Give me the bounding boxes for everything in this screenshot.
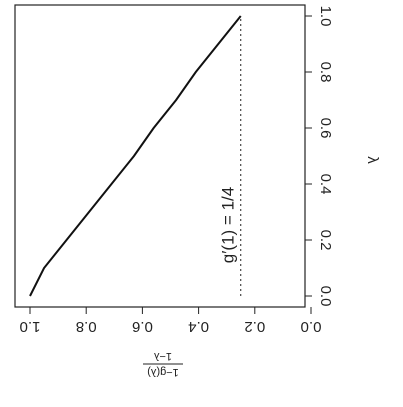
x-tick-label: 0.8 [317,62,334,83]
x-tick-label: 0.2 [317,230,334,251]
y-axis-label: 1−g(λ) [147,366,179,378]
y-axis-label: 1−λ [153,350,172,362]
x-tick-label: 0.0 [317,286,334,307]
y-tick-label: 0.8 [76,318,97,335]
x-axis-label: λ [364,156,381,164]
y-tick-label: 0.2 [244,318,265,335]
y-tick-label: 0.4 [188,318,209,335]
x-tick-label: 0.4 [317,174,334,195]
line [29,15,242,297]
y-tick-label: 0.6 [132,318,153,335]
annotation: g′(1) = 1/4 [218,187,237,263]
y-tick-label: 1.0 [20,318,41,335]
x-tick-label: 1.0 [317,6,334,27]
y-tick-label: 0.0 [301,318,322,335]
plot-frame [14,4,306,308]
x-tick-label: 0.6 [317,118,334,139]
